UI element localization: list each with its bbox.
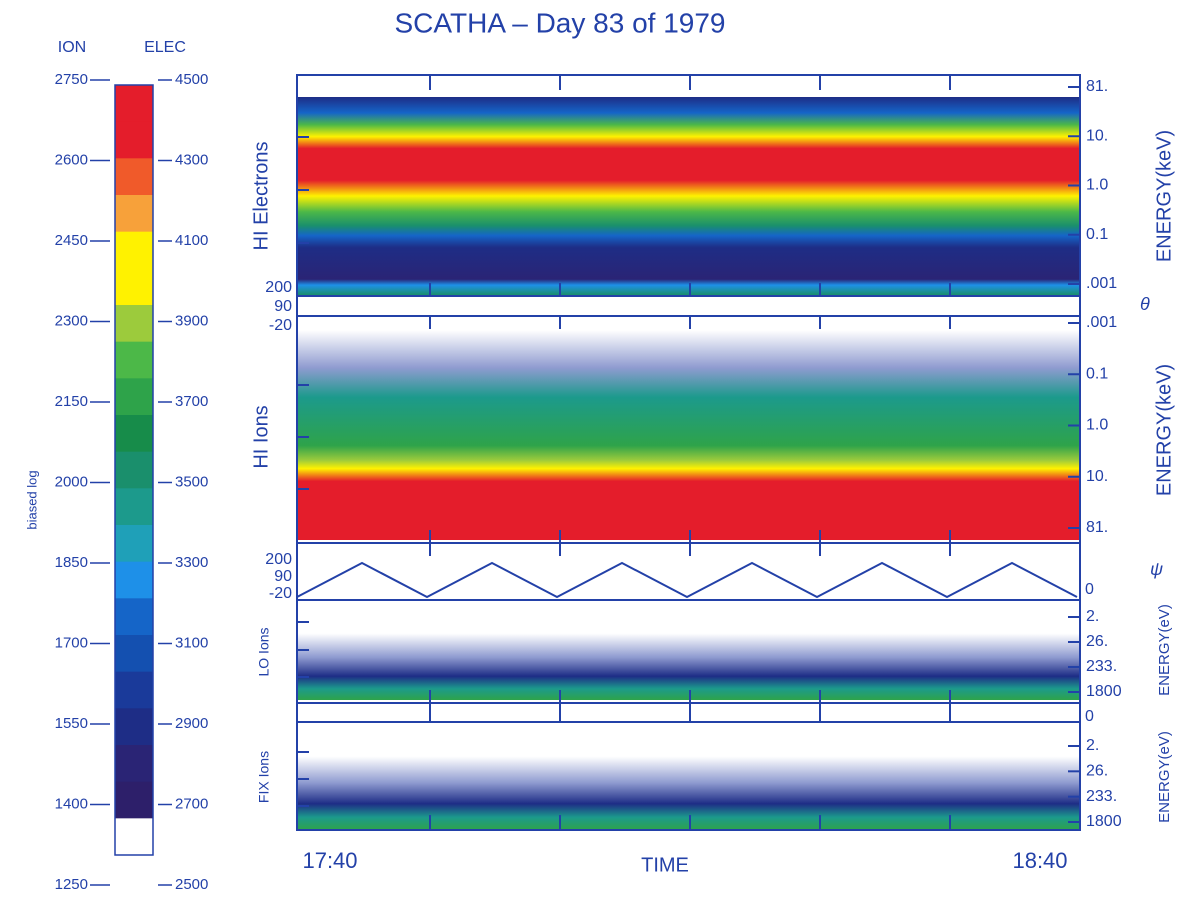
colorbar-segment: [115, 525, 153, 563]
energy-tick-label: 0.1: [1086, 226, 1108, 243]
colorbar-segment: [115, 598, 153, 636]
axis-label: ENERGY(keV): [1153, 364, 1175, 496]
colorbar-segment: [115, 451, 153, 489]
fix-ion-spectrogram: [297, 725, 1080, 830]
energy-tick-label: .001: [1086, 314, 1117, 331]
colorbar-segment: [115, 305, 153, 343]
elec-tick-label: 4100: [175, 232, 208, 249]
left-label: 200: [265, 551, 292, 568]
elec-tick-label: 3700: [175, 393, 208, 410]
right-label: 0: [1085, 581, 1094, 598]
energy-tick-label: .001: [1086, 275, 1117, 292]
title: SCATHA – Day 83 of 1979: [395, 7, 726, 38]
energy-tick-label: 2.: [1086, 608, 1099, 625]
elec-label: ELEC: [144, 39, 186, 56]
energy-tick-label: 10.: [1086, 468, 1108, 485]
right-label: 0: [1085, 708, 1094, 725]
axis-label: ENERGY(eV): [1156, 604, 1173, 696]
energy-tick-label: 26.: [1086, 633, 1108, 650]
ion-tick-label: 2750: [55, 71, 88, 88]
colorbar-segment: [115, 341, 153, 379]
panel-label: LO Ions: [256, 627, 272, 676]
elec-tick-label: 3900: [175, 312, 208, 329]
ion-spectrogram: [297, 330, 1080, 540]
colorbar-segment: [115, 231, 153, 269]
time-end: 18:40: [1012, 848, 1067, 873]
energy-tick-label: 1800: [1086, 813, 1122, 830]
elec-tick-label: 3500: [175, 473, 208, 490]
colorbar-segment: [115, 158, 153, 196]
ion-tick-label: 2600: [55, 151, 88, 168]
ion-tick-label: 2000: [55, 473, 88, 490]
energy-tick-label: 233.: [1086, 788, 1117, 805]
ion-tick-label: 1250: [55, 876, 88, 893]
axis-label: ENERGY(keV): [1153, 130, 1175, 262]
left-label: 200: [265, 279, 292, 296]
time-start: 17:40: [302, 848, 357, 873]
energy-tick-label: 0.1: [1086, 365, 1108, 382]
pitch-angle-trace: [296, 561, 1078, 599]
left-label: 90: [274, 298, 292, 315]
elec-tick-label: 2700: [175, 795, 208, 812]
energy-tick-label: 2.: [1086, 737, 1099, 754]
ion-tick-label: 2300: [55, 312, 88, 329]
colorbar-segment: [115, 268, 153, 306]
colorbar-segment: [115, 635, 153, 673]
time-label: TIME: [641, 854, 689, 876]
left-label: 90: [274, 568, 292, 585]
axes: [296, 74, 1081, 831]
left-label: -20: [269, 317, 292, 334]
colorbar-segment: [115, 415, 153, 453]
colorbar-segment: [115, 378, 153, 416]
energy-tick-label: 1800: [1086, 683, 1122, 700]
left-label: -20: [269, 585, 292, 602]
electron-spectrogram: [297, 97, 1080, 295]
panel-label: FIX Ions: [256, 751, 272, 803]
colorbar-segment: [115, 745, 153, 783]
elec-tick-label: 3100: [175, 634, 208, 651]
symbol: θ: [1140, 294, 1150, 314]
colorbar-segment: [115, 195, 153, 233]
energy-tick-label: 81.: [1086, 78, 1108, 95]
colorbar-segment: [115, 818, 153, 856]
frame: [296, 74, 1081, 831]
colorbar-segment: [115, 708, 153, 746]
colorbar-segment: [115, 561, 153, 599]
elec-tick-label: 4500: [175, 71, 208, 88]
energy-tick-label: 1.0: [1086, 417, 1108, 434]
colorbar-segment: [115, 781, 153, 819]
energy-tick-label: 26.: [1086, 763, 1108, 780]
ion-tick-label: 2150: [55, 393, 88, 410]
colorbar-side-label: biased log: [24, 470, 39, 529]
ion-tick-label: 2450: [55, 232, 88, 249]
elec-tick-label: 2500: [175, 876, 208, 893]
elec-tick-label: 2900: [175, 715, 208, 732]
ion-tick-label: 1400: [55, 795, 88, 812]
colorbar-segment: [115, 121, 153, 159]
ion-tick-label: 1700: [55, 634, 88, 651]
colorbar-segment: [115, 671, 153, 709]
ion-label: ION: [58, 39, 86, 56]
elec-tick-label: 3300: [175, 554, 208, 571]
ion-tick-label: 1550: [55, 715, 88, 732]
energy-tick-label: 10.: [1086, 127, 1108, 144]
panel-label: HI Electrons: [250, 142, 272, 251]
colorbar-segment: [115, 85, 153, 123]
symbol: ψ: [1150, 559, 1163, 579]
lo-ion-spectrogram: [297, 605, 1080, 700]
colorbar-frame: [114, 84, 154, 856]
panel-label: HI Ions: [250, 405, 272, 468]
energy-tick-label: 1.0: [1086, 177, 1108, 194]
energy-tick-label: 81.: [1086, 519, 1108, 536]
colorbar-segment: [115, 488, 153, 526]
energy-tick-label: 233.: [1086, 658, 1117, 675]
axis-label: ENERGY(eV): [1156, 731, 1173, 823]
elec-tick-label: 4300: [175, 151, 208, 168]
ion-tick-label: 1850: [55, 554, 88, 571]
colorbar: 2750 4500 2600 4300 2450 4100 2300 3900 2150 3700…: [55, 71, 209, 893]
